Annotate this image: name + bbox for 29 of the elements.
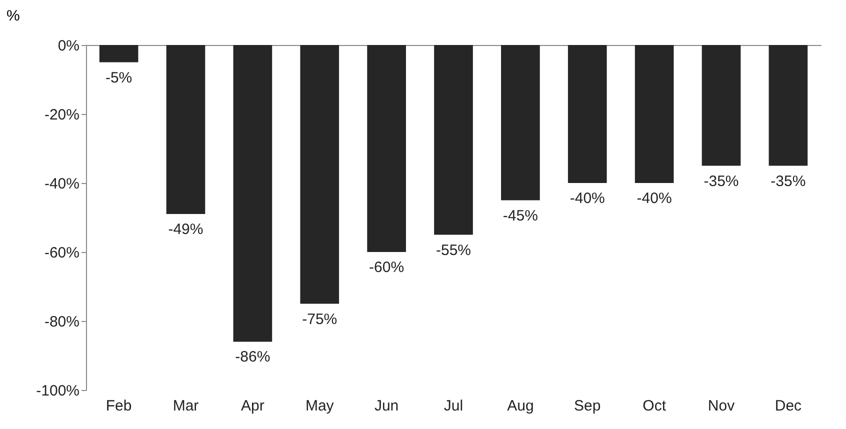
data-label: -60%: [369, 259, 404, 276]
data-label: -5%: [105, 69, 132, 86]
x-tick-label: Jun: [374, 398, 399, 414]
y-tick-label: 0%: [58, 38, 80, 54]
x-tick-label: Nov: [708, 398, 736, 414]
y-tick-label: -60%: [44, 244, 80, 262]
x-tick-label: Oct: [642, 398, 667, 414]
x-tick-label: Sep: [574, 398, 601, 414]
data-label: -55%: [436, 242, 472, 259]
data-label: -35%: [770, 172, 806, 190]
x-tick-label: Apr: [241, 398, 264, 414]
data-label: -40%: [570, 190, 605, 207]
y-axis-title: %: [6, 8, 20, 24]
data-label: -49%: [168, 221, 204, 238]
x-tick-label: May: [305, 398, 334, 414]
x-tick-label: Mar: [172, 398, 199, 414]
data-label: -75%: [302, 310, 338, 328]
data-label: -86%: [235, 348, 270, 366]
data-label: -40%: [636, 190, 672, 207]
y-tick-label: -100%: [36, 382, 80, 400]
y-tick-label: -20%: [44, 106, 80, 124]
x-tick-label: Dec: [774, 398, 802, 414]
data-label: -35%: [704, 172, 739, 190]
x-tick-label: Jul: [444, 398, 464, 414]
data-label: -45%: [502, 207, 538, 224]
x-tick-label: Aug: [507, 398, 534, 414]
y-tick-label: -40%: [44, 176, 80, 192]
y-tick-label: -80%: [44, 314, 80, 330]
x-tick-label: Feb: [106, 398, 132, 414]
